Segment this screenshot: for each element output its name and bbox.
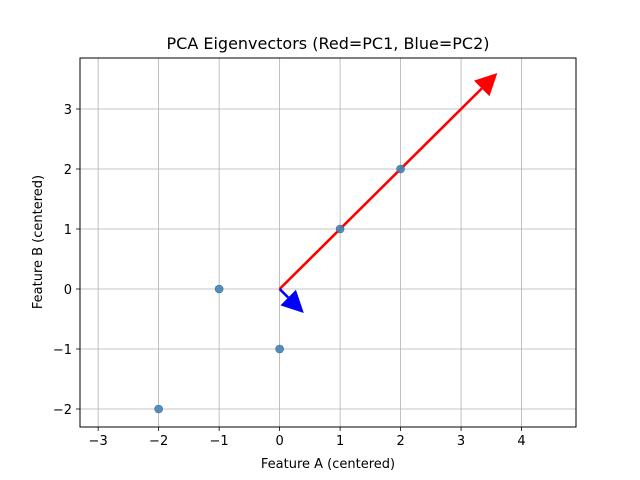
x-tick-label: −2 — [149, 434, 168, 449]
x-tick-label: 0 — [275, 434, 283, 449]
data-points — [154, 164, 405, 414]
data-point — [154, 404, 163, 414]
y-tick-label: −2 — [53, 403, 72, 418]
data-point — [214, 284, 224, 294]
data-point — [396, 164, 405, 174]
x-axis-label: Feature A (centered) — [261, 457, 395, 472]
plot-area-frame — [79, 57, 577, 428]
grid — [80, 58, 576, 427]
y-tick-label: 1 — [64, 223, 72, 238]
y-axis-label: Feature B (centered) — [31, 175, 46, 309]
data-point — [275, 344, 284, 354]
x-tick-label: 3 — [457, 434, 465, 449]
axis-ticks: −3 −2 −1 0 1 2 3 4 −2 −1 0 1 2 3 — [53, 103, 526, 449]
y-tick-label: 3 — [64, 103, 72, 118]
pc1-eigenvector-shaft — [278, 87, 483, 290]
x-tick-label: 2 — [396, 434, 404, 449]
pc1-eigenvector-arrowhead — [474, 73, 498, 97]
y-tick-label: 2 — [64, 163, 72, 178]
data-point — [335, 224, 345, 234]
chart-title: PCA Eigenvectors (Red=PC1, Blue=PC2) — [167, 34, 490, 53]
y-tick-label: −1 — [53, 343, 72, 358]
x-tick-label: 1 — [336, 434, 344, 449]
x-tick-label: 4 — [517, 434, 525, 449]
eigenvectors — [278, 73, 498, 313]
x-tick-label: −3 — [89, 434, 108, 449]
y-tick-label: 0 — [64, 283, 72, 298]
pc2-eigenvector-shaft — [278, 288, 290, 299]
x-tick-label: −1 — [210, 434, 229, 449]
pc2-eigenvector-arrowhead — [280, 289, 304, 313]
